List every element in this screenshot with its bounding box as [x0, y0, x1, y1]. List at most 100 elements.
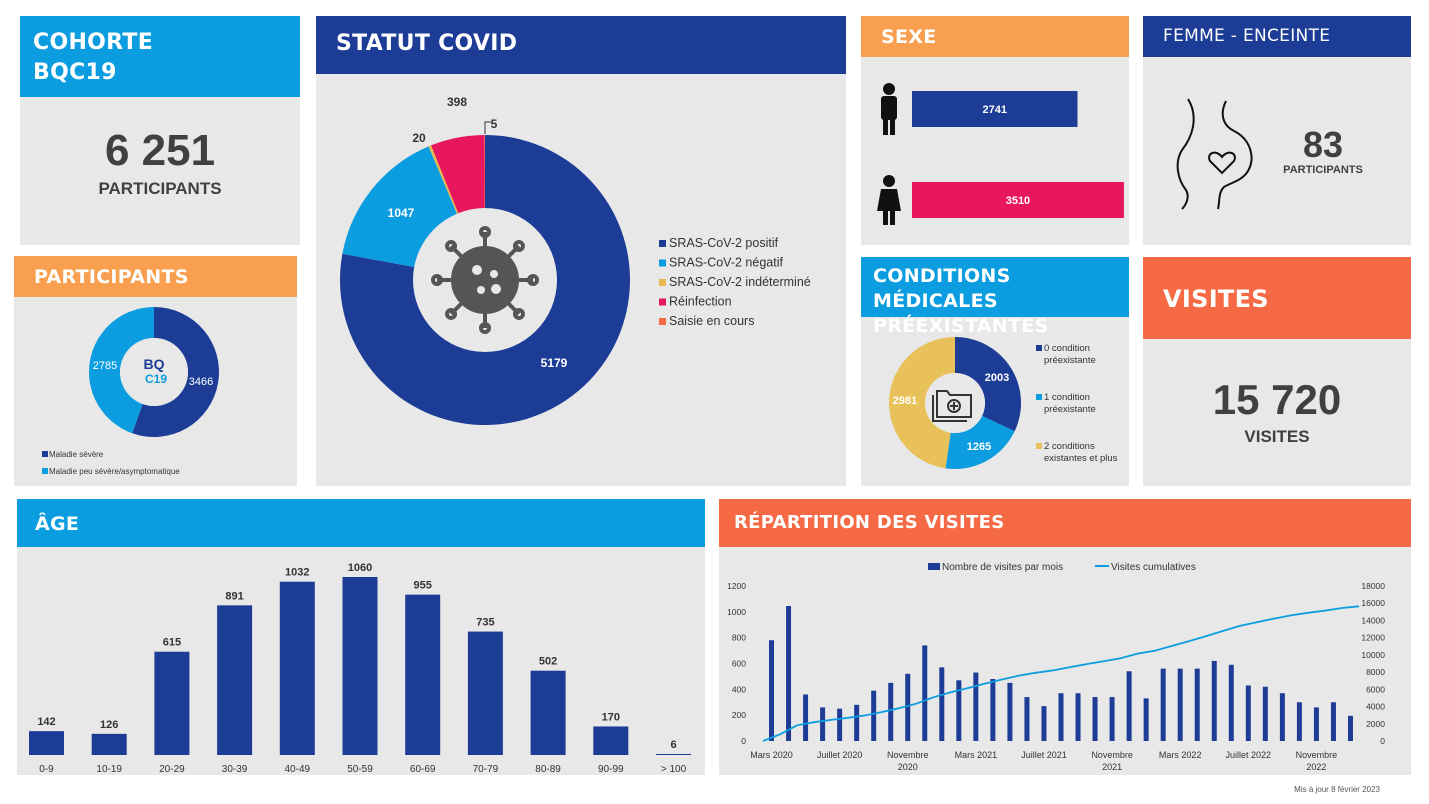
rep-legend-line: Visites cumulatives: [1111, 562, 1196, 573]
covid-legend-label-3: Réinfection: [669, 295, 732, 309]
age-bar-50-59: [342, 577, 378, 755]
repartition-header: RÉPARTITION DES VISITES: [719, 499, 1411, 547]
part-label-1: 3466: [189, 376, 213, 388]
covid-label-saisie: 5: [491, 117, 498, 131]
femme-enceinte-label: PARTICIPANTS: [1283, 164, 1363, 176]
rep-right-tick: 2000: [1366, 719, 1385, 729]
rep-x-label: 2022: [1306, 762, 1326, 772]
rep-x-label: Juillet 2020: [817, 750, 863, 760]
rep-x-label: Novembre: [887, 750, 929, 760]
cohorte-value: 6 251: [104, 126, 216, 175]
femme-enceinte-header: FEMME - ENCEINTE: [1143, 16, 1411, 57]
age-bar-20-29: [154, 651, 190, 755]
age-bar-chart: 142 0-9 126 10-19 615 20-29 891 30-39 1032 40-49 1…: [29, 562, 691, 775]
monthly-visits-bar: [837, 708, 843, 741]
virus-spike-tip: [445, 240, 458, 253]
age-bar-value: 615: [163, 637, 181, 649]
covid-label-negatif: 1047: [388, 206, 415, 220]
sexe-bar-chart: 2741 3510: [877, 83, 1124, 225]
monthly-visits-bar: [1194, 668, 1200, 741]
monthly-visits-bar: [786, 606, 792, 741]
covid-legend-label-2: SRAS-CoV-2 indéterminé: [669, 275, 811, 289]
participants-donut-chart: BQ C19 3466 2785 Maladie sévère Maladie …: [42, 307, 219, 476]
age-category-label: 0-9: [39, 764, 54, 775]
age-bar-value: 142: [37, 716, 55, 728]
rep-right-tick: 14000: [1361, 615, 1385, 625]
conditions-donut-chart: 2003 1265 2981 0 conditionpréexistante1 …: [888, 337, 1118, 469]
monthly-visits-bar: [1211, 660, 1217, 741]
monthly-visits-bar: [888, 682, 894, 741]
age-bar-80-89: [530, 670, 566, 755]
monthly-visits-bar: [1245, 685, 1251, 741]
covid-label-indetermine: 20: [412, 131, 426, 145]
sexe-bar-homme: [912, 91, 1078, 127]
age-bar-70-79: [467, 631, 503, 755]
age-bar-value: 891: [225, 590, 243, 602]
monthly-visits-bar: [1279, 693, 1285, 741]
virus-spike-tip: [445, 307, 458, 320]
monthly-visits-bar: [1058, 693, 1064, 741]
age-bar-value: 126: [100, 719, 118, 731]
age-category-label: 80-89: [535, 764, 561, 775]
monthly-visits-bar: [1262, 686, 1268, 741]
age-bar-value: 6: [670, 739, 676, 751]
monthly-visits-bar: [922, 645, 928, 741]
covid-legend: SRAS-CoV-2 positif SRAS-CoV-2 négatif SRAS…: [659, 236, 811, 328]
repartition-combo-chart: Nombre de visites par mois Visites cumul…: [727, 562, 1385, 772]
rep-left-tick: 1000: [727, 607, 746, 617]
part-legend-swatch-1: [42, 451, 48, 457]
age-category-label: 70-79: [473, 764, 499, 775]
monthly-visits-bar: [803, 694, 809, 741]
rep-left-tick: 1200: [727, 581, 746, 591]
conditions-title-2: PRÉEXISTANTES: [873, 315, 1049, 337]
cohorte-title-2: BQC19: [33, 60, 117, 85]
male-icon: [881, 83, 897, 135]
participants-slice-0: [132, 307, 219, 437]
monthly-visits-bar: [1347, 715, 1353, 741]
age-bar-value: 1032: [285, 567, 309, 579]
covid-legend-swatch-1: [659, 259, 666, 267]
age-bar-value: 955: [414, 580, 432, 592]
monthly-visits-bar: [854, 704, 860, 741]
rep-right-tick: 12000: [1361, 633, 1385, 643]
part-legend-swatch-2: [42, 468, 48, 474]
visites-header: VISITES: [1143, 257, 1411, 339]
participants-header: PARTICIPANTS: [14, 256, 297, 297]
conditions-slice-1: [945, 415, 1015, 469]
rep-x-label: Mars 2021: [955, 750, 998, 760]
age-bar-60-69: [405, 594, 441, 755]
age-bar-30-39: [217, 605, 253, 755]
monthly-visits-bar: [1126, 671, 1132, 741]
cond-legend-label-0-1: préexistante: [1044, 355, 1096, 366]
monthly-visits-bar: [1024, 697, 1030, 741]
age-category-label: 10-19: [96, 764, 122, 775]
monthly-visits-bar: [1330, 702, 1336, 741]
cond-label-2: 2981: [893, 395, 917, 407]
monthly-visits-bar: [939, 667, 945, 741]
monthly-visits-bar: [1228, 664, 1234, 741]
monthly-visits-bar: [905, 673, 911, 741]
cond-legend-label-0-0: 0 condition: [1044, 343, 1090, 354]
cohorte-label: PARTICIPANTS: [98, 179, 222, 198]
age-bar-value: 170: [602, 711, 620, 723]
rep-x-label: Mars 2020: [750, 750, 793, 760]
rep-x-label: Novembre: [1091, 750, 1133, 760]
monthly-visits-bar: [1075, 693, 1081, 741]
part-legend-2: Maladie peu sévère/asymptomatique: [49, 467, 180, 476]
virus-spike-tip: [479, 226, 491, 238]
age-category-label: 40-49: [285, 764, 311, 775]
monthly-visits-bar: [1296, 702, 1302, 741]
covid-legend-swatch-0: [659, 240, 666, 247]
age-bar-0-9: [29, 731, 64, 755]
rep-right-tick: 10000: [1361, 650, 1385, 660]
medical-folder-icon: [932, 390, 972, 422]
rep-left-tick: 0: [741, 736, 746, 746]
monthly-visits-bar: [820, 707, 826, 741]
statut-covid-header: STATUT COVID: [316, 16, 846, 74]
cond-legend-label-1-1: préexistante: [1044, 404, 1096, 415]
monthly-visits-bar: [1109, 697, 1115, 741]
monthly-visits-bar: [956, 680, 962, 741]
logo-text-top: BQ: [144, 356, 165, 372]
rep-right-tick: 16000: [1361, 598, 1385, 608]
